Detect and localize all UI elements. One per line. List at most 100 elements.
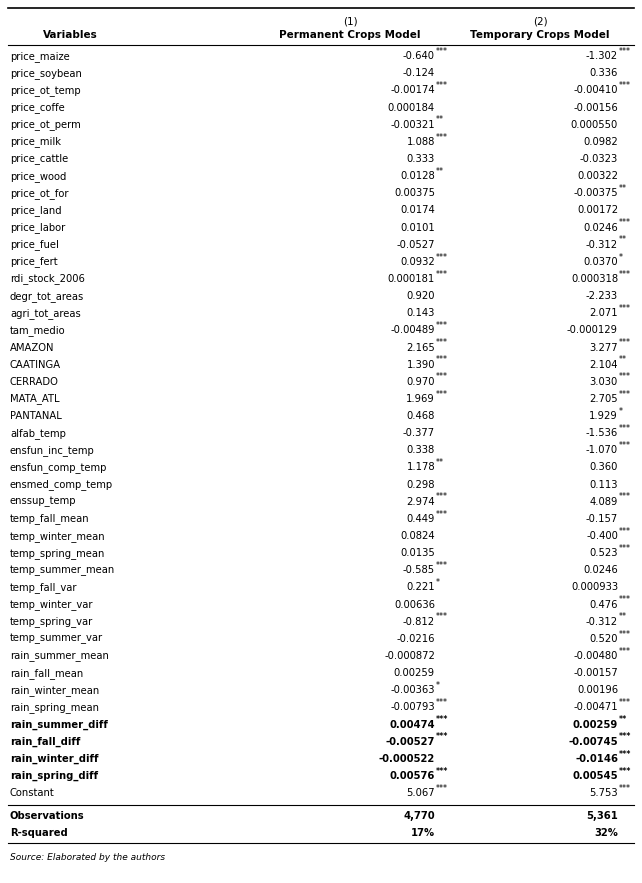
Text: price_soybean: price_soybean — [10, 68, 82, 79]
Text: 4.089: 4.089 — [589, 497, 618, 507]
Text: -0.0527: -0.0527 — [397, 239, 435, 250]
Text: -0.640: -0.640 — [403, 51, 435, 61]
Text: R-squared: R-squared — [10, 828, 68, 839]
Text: -0.585: -0.585 — [403, 565, 435, 576]
Text: -0.00793: -0.00793 — [390, 703, 435, 713]
Text: 0.0128: 0.0128 — [400, 171, 435, 181]
Text: temp_winter_var: temp_winter_var — [10, 600, 94, 610]
Text: ***: *** — [619, 732, 631, 742]
Text: 0.000184: 0.000184 — [388, 102, 435, 112]
Text: enssup_temp: enssup_temp — [10, 496, 76, 507]
Text: -0.00480: -0.00480 — [573, 651, 618, 661]
Text: ***: *** — [619, 698, 631, 707]
Text: -0.157: -0.157 — [586, 514, 618, 524]
Text: CERRADO: CERRADO — [10, 377, 59, 387]
Text: ***: *** — [436, 81, 448, 90]
Text: 0.336: 0.336 — [589, 68, 618, 79]
Text: tam_medio: tam_medio — [10, 325, 65, 336]
Text: ensfun_inc_temp: ensfun_inc_temp — [10, 445, 95, 456]
Text: 0.298: 0.298 — [406, 479, 435, 490]
Text: 0.0135: 0.0135 — [400, 548, 435, 558]
Text: ***: *** — [619, 750, 631, 758]
Text: 0.00259: 0.00259 — [573, 720, 618, 729]
Text: rain_spring_mean: rain_spring_mean — [10, 702, 99, 713]
Text: 0.00196: 0.00196 — [577, 685, 618, 695]
Text: -0.00471: -0.00471 — [573, 703, 618, 713]
Text: 2.104: 2.104 — [589, 359, 618, 370]
Text: price_wood: price_wood — [10, 170, 66, 182]
Text: -0.00363: -0.00363 — [390, 685, 435, 695]
Text: 17%: 17% — [411, 828, 435, 839]
Text: price_fert: price_fert — [10, 256, 58, 268]
Text: -0.000522: -0.000522 — [379, 754, 435, 764]
Text: 0.360: 0.360 — [589, 463, 618, 472]
Text: price_ot_temp: price_ot_temp — [10, 85, 81, 96]
Text: 0.0246: 0.0246 — [583, 565, 618, 576]
Text: ***: *** — [436, 493, 448, 502]
Text: ***: *** — [619, 304, 631, 313]
Text: ***: *** — [619, 47, 631, 56]
Text: ***: *** — [619, 630, 631, 638]
Text: ***: *** — [619, 269, 631, 279]
Text: 0.520: 0.520 — [589, 634, 618, 644]
Text: price_coffe: price_coffe — [10, 102, 65, 113]
Text: ***: *** — [619, 527, 631, 536]
Text: -0.124: -0.124 — [403, 68, 435, 79]
Text: ensfun_comp_temp: ensfun_comp_temp — [10, 462, 107, 473]
Text: ***: *** — [436, 355, 448, 365]
Text: ***: *** — [436, 338, 448, 347]
Text: 2.705: 2.705 — [589, 394, 618, 404]
Text: price_milk: price_milk — [10, 136, 61, 147]
Text: -2.233: -2.233 — [586, 291, 618, 301]
Text: ***: *** — [619, 493, 631, 502]
Text: 0.00172: 0.00172 — [577, 206, 618, 215]
Text: Constant: Constant — [10, 789, 55, 798]
Text: 0.221: 0.221 — [406, 583, 435, 592]
Text: 0.0174: 0.0174 — [400, 206, 435, 215]
Text: -0.0146: -0.0146 — [575, 754, 618, 764]
Text: ***: *** — [436, 715, 448, 724]
Text: **: ** — [619, 613, 627, 622]
Text: temp_spring_var: temp_spring_var — [10, 616, 93, 627]
Text: -0.000872: -0.000872 — [384, 651, 435, 661]
Text: 0.00375: 0.00375 — [394, 188, 435, 199]
Text: **: ** — [436, 458, 444, 467]
Text: **: ** — [619, 184, 627, 193]
Text: -0.00157: -0.00157 — [573, 668, 618, 678]
Text: **: ** — [436, 116, 444, 125]
Text: -0.00410: -0.00410 — [573, 86, 618, 95]
Text: 0.920: 0.920 — [406, 291, 435, 301]
Text: 32%: 32% — [594, 828, 618, 839]
Text: **: ** — [619, 715, 627, 724]
Text: 0.476: 0.476 — [589, 600, 618, 609]
Text: 1.088: 1.088 — [406, 137, 435, 147]
Text: ***: *** — [619, 766, 631, 775]
Text: 0.000550: 0.000550 — [571, 120, 618, 130]
Text: -0.400: -0.400 — [586, 531, 618, 541]
Text: rain_winter_diff: rain_winter_diff — [10, 754, 98, 764]
Text: 0.0246: 0.0246 — [583, 223, 618, 232]
Text: 1.178: 1.178 — [406, 463, 435, 472]
Text: ***: *** — [436, 47, 448, 56]
Text: ***: *** — [436, 132, 448, 141]
Text: alfab_temp: alfab_temp — [10, 427, 66, 439]
Text: 3.030: 3.030 — [590, 377, 618, 387]
Text: ***: *** — [436, 784, 448, 793]
Text: MATA_ATL: MATA_ATL — [10, 394, 60, 404]
Text: 3.277: 3.277 — [589, 343, 618, 352]
Text: 0.00545: 0.00545 — [573, 771, 618, 781]
Text: Source: Elaborated by the authors: Source: Elaborated by the authors — [10, 853, 165, 862]
Text: **: ** — [619, 236, 627, 245]
Text: 0.143: 0.143 — [406, 308, 435, 318]
Text: ***: *** — [619, 544, 631, 553]
Text: ***: *** — [619, 784, 631, 793]
Text: rain_fall_diff: rain_fall_diff — [10, 736, 80, 747]
Text: temp_winter_mean: temp_winter_mean — [10, 531, 106, 541]
Text: price_maize: price_maize — [10, 50, 70, 62]
Text: ***: *** — [436, 732, 448, 742]
Text: -0.312: -0.312 — [586, 616, 618, 627]
Text: price_labor: price_labor — [10, 223, 65, 233]
Text: *: * — [619, 253, 623, 261]
Text: 1.929: 1.929 — [589, 411, 618, 421]
Text: temp_fall_mean: temp_fall_mean — [10, 513, 90, 525]
